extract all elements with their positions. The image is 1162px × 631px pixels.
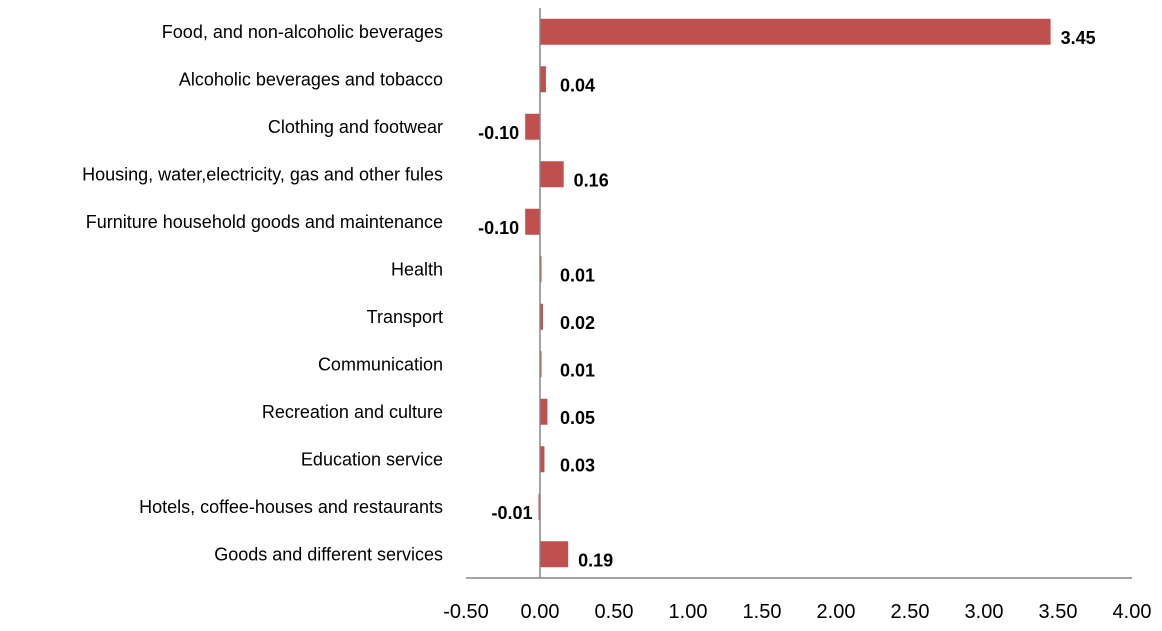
bar (540, 541, 569, 568)
category-label: Transport (367, 307, 443, 327)
data-label: 3.45 (1061, 28, 1096, 48)
category-label: Recreation and culture (262, 402, 443, 422)
category-labels: Food, and non-alcoholic beverages Alcohol… (82, 22, 443, 565)
category-label: Housing, water,electricity, gas and othe… (82, 164, 443, 184)
x-tick-labels: -0.50 0.00 0.50 1.00 1.50 2.00 2.50 3.00 3.50 4.0… (443, 601, 1151, 623)
x-tick-label: 1.50 (743, 601, 782, 623)
x-tick-label: 0.00 (521, 601, 560, 623)
axes-group (466, 8, 1132, 579)
category-label: Food, and non-alcoholic beverages (162, 22, 443, 42)
category-label: Communication (318, 354, 443, 374)
x-tick-label: 2.50 (891, 601, 930, 623)
x-tick-label: -0.50 (443, 601, 489, 623)
bar (540, 18, 1051, 45)
category-label: Education service (301, 449, 443, 469)
data-label: 0.16 (574, 170, 609, 190)
category-label: Health (391, 259, 443, 279)
data-label: -0.10 (478, 123, 519, 143)
category-label: Clothing and footwear (268, 117, 443, 137)
category-label: Hotels, coffee-houses and restaurants (139, 497, 443, 517)
x-tick-label: 3.50 (1039, 601, 1078, 623)
data-label: 0.01 (560, 265, 595, 285)
data-label: 0.05 (560, 408, 595, 428)
bar (540, 303, 543, 330)
data-label: -0.10 (478, 218, 519, 238)
data-label: 0.02 (560, 313, 595, 333)
bar (540, 161, 564, 188)
x-tick-label: 0.50 (595, 601, 634, 623)
category-label: Alcoholic beverages and tobacco (179, 69, 443, 89)
bar (540, 398, 548, 425)
bars-group (525, 18, 1051, 568)
category-label: Goods and different services (214, 544, 443, 564)
data-label: 0.03 (560, 455, 595, 475)
bar (525, 113, 540, 140)
bar (525, 208, 540, 235)
x-tick-label: 2.00 (817, 601, 856, 623)
category-label: Furniture household goods and maintenanc… (86, 212, 443, 232)
value-labels: 3.45 0.04 -0.10 0.16 -0.10 0.01 0.02 0.01 0.05 0.… (478, 28, 1095, 571)
x-tick-label: 1.00 (669, 601, 708, 623)
x-tick-label: 4.00 (1113, 601, 1152, 623)
data-label: 0.01 (560, 360, 595, 380)
bar (540, 446, 545, 473)
bar (540, 66, 546, 93)
data-label: -0.01 (491, 503, 532, 523)
data-label: 0.04 (560, 75, 595, 95)
data-label: 0.19 (578, 550, 613, 570)
x-tick-label: 3.00 (965, 601, 1004, 623)
